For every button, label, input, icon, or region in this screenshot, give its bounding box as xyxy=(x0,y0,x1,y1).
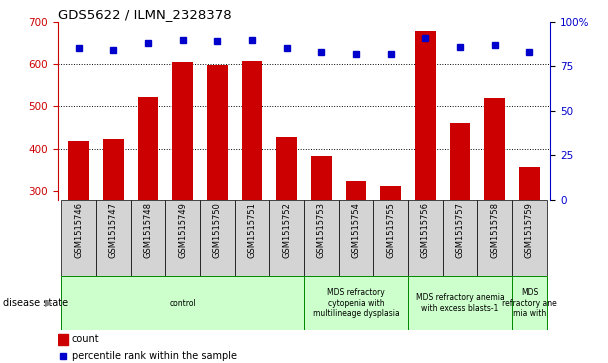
Bar xyxy=(207,65,228,200)
Text: GSM1515748: GSM1515748 xyxy=(143,202,153,258)
Bar xyxy=(450,123,471,200)
Text: ▶: ▶ xyxy=(46,298,53,308)
Bar xyxy=(269,200,304,276)
Text: GSM1515757: GSM1515757 xyxy=(455,202,465,258)
Text: GSM1515747: GSM1515747 xyxy=(109,202,118,258)
Text: MDS refractory anemia
with excess blasts-1: MDS refractory anemia with excess blasts… xyxy=(416,293,505,313)
Bar xyxy=(373,200,408,276)
Text: control: control xyxy=(169,299,196,307)
Text: GSM1515749: GSM1515749 xyxy=(178,202,187,258)
Bar xyxy=(477,200,512,276)
Bar xyxy=(345,182,367,200)
Bar xyxy=(96,200,131,276)
Text: GSM1515750: GSM1515750 xyxy=(213,202,222,258)
Bar xyxy=(304,276,408,330)
Bar xyxy=(512,276,547,330)
Text: disease state: disease state xyxy=(3,298,68,308)
Text: GSM1515759: GSM1515759 xyxy=(525,202,534,258)
Text: GSM1515746: GSM1515746 xyxy=(74,202,83,258)
Bar xyxy=(68,141,89,200)
Bar xyxy=(311,156,332,200)
Text: count: count xyxy=(72,334,99,344)
Bar xyxy=(380,185,401,200)
Bar xyxy=(58,334,67,345)
Bar xyxy=(339,200,373,276)
Bar xyxy=(408,276,512,330)
Text: GSM1515753: GSM1515753 xyxy=(317,202,326,258)
Text: MDS refractory
cytopenia with
multilineage dysplasia: MDS refractory cytopenia with multilinea… xyxy=(313,288,399,318)
Text: GSM1515752: GSM1515752 xyxy=(282,202,291,258)
Bar xyxy=(137,97,158,200)
Text: GSM1515754: GSM1515754 xyxy=(351,202,361,258)
Bar xyxy=(165,200,200,276)
Bar xyxy=(241,61,263,200)
Bar xyxy=(485,98,505,200)
Text: GSM1515751: GSM1515751 xyxy=(247,202,257,258)
Bar xyxy=(512,200,547,276)
Bar xyxy=(200,200,235,276)
Bar xyxy=(519,167,540,200)
Bar xyxy=(408,200,443,276)
Text: MDS
refractory ane
mia with: MDS refractory ane mia with xyxy=(502,288,557,318)
Bar xyxy=(443,200,477,276)
Bar xyxy=(235,200,269,276)
Text: GSM1515755: GSM1515755 xyxy=(386,202,395,258)
Bar xyxy=(61,200,96,276)
Bar xyxy=(131,200,165,276)
Text: GSM1515758: GSM1515758 xyxy=(490,202,499,258)
Text: percentile rank within the sample: percentile rank within the sample xyxy=(72,351,237,362)
Bar xyxy=(103,139,123,200)
Bar xyxy=(61,276,304,330)
Bar xyxy=(276,137,297,200)
Text: GSM1515756: GSM1515756 xyxy=(421,202,430,258)
Text: GDS5622 / ILMN_2328378: GDS5622 / ILMN_2328378 xyxy=(58,8,232,21)
Bar xyxy=(304,200,339,276)
Bar xyxy=(172,62,193,200)
Bar xyxy=(415,31,436,200)
